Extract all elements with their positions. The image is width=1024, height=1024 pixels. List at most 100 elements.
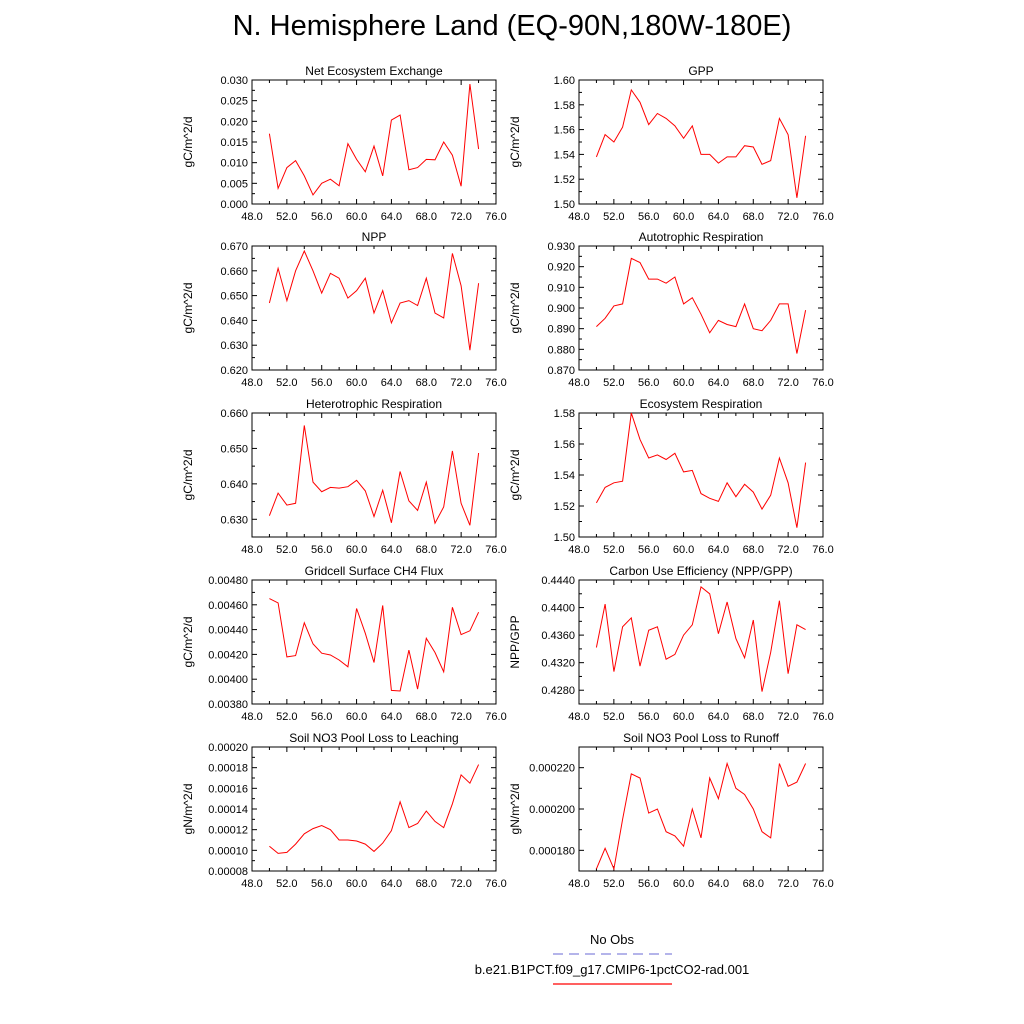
panel-ecosystem-respiration-ytick-label: 1.50 bbox=[554, 532, 575, 544]
panel-npp-series-line bbox=[268, 249, 480, 351]
panel-autotrophic-respiration-ytick-label: 0.910 bbox=[547, 282, 575, 294]
legend-label-model: b.e21.B1PCT.f09_g17.CMIP6-1pctCO2-rad.00… bbox=[474, 962, 750, 977]
page-title: N. Hemisphere Land (EQ-90N,180W-180E) bbox=[232, 10, 792, 42]
panel-carbon-use-efficiency-npp-gpp-ylabel: NPP/GPP bbox=[508, 615, 522, 668]
panel-gridcell-surface-ch4-flux-ytick-label: 0.00440 bbox=[208, 625, 248, 637]
panel-carbon-use-efficiency-npp-gpp-xtick-label: 72.0 bbox=[777, 711, 798, 723]
panel-gpp-ytick-label: 1.54 bbox=[554, 149, 575, 161]
panel-autotrophic-respiration-xtick-label: 60.0 bbox=[673, 377, 694, 389]
panel-soil-no3-pool-loss-to-leaching-ytick-label: 0.00008 bbox=[208, 866, 248, 878]
panel-ecosystem-respiration-xtick-label: 68.0 bbox=[743, 544, 764, 556]
panel-npp-xtick-label: 60.0 bbox=[346, 377, 367, 389]
panel-gpp-ytick-label: 1.50 bbox=[554, 199, 575, 211]
panel-npp-ytick-label: 0.670 bbox=[220, 241, 248, 253]
panel-autotrophic-respiration-ytick-label: 0.900 bbox=[547, 303, 575, 315]
panel-gridcell-surface-ch4-flux-ytick-label: 0.00380 bbox=[208, 699, 248, 711]
panel-soil-no3-pool-loss-to-leaching-xtick-label: 72.0 bbox=[450, 878, 471, 890]
panel-gpp-title: GPP bbox=[688, 64, 713, 78]
panel-gpp-xtick-label: 48.0 bbox=[568, 211, 589, 223]
panel-autotrophic-respiration-ytick-label: 0.870 bbox=[547, 365, 575, 377]
panel-npp-xtick-label: 76.0 bbox=[485, 377, 506, 389]
panel-carbon-use-efficiency-npp-gpp-xtick-label: 48.0 bbox=[568, 711, 589, 723]
panel-ecosystem-respiration-xtick-label: 76.0 bbox=[812, 544, 833, 556]
panel-soil-no3-pool-loss-to-leaching: Soil NO3 Pool Loss to Leaching gN/m^2/d 48… bbox=[181, 731, 507, 890]
panel-soil-no3-pool-loss-to-leaching-ytick-label: 0.00012 bbox=[208, 825, 248, 837]
panel-soil-no3-pool-loss-to-runoff-series-line bbox=[595, 761, 807, 871]
panel-autotrophic-respiration-ytick-label: 0.890 bbox=[547, 324, 575, 336]
panel-heterotrophic-respiration-xtick-label: 60.0 bbox=[346, 544, 367, 556]
panel-gridcell-surface-ch4-flux-series-line bbox=[269, 598, 480, 692]
panel-ecosystem-respiration-ytick-label: 1.54 bbox=[554, 470, 575, 482]
panel-net-ecosystem-exchange-ytick-label: 0.020 bbox=[220, 116, 248, 128]
panel-gridcell-surface-ch4-flux-ylabel: gC/m^2/d bbox=[181, 617, 195, 668]
panel-soil-no3-pool-loss-to-leaching-title: Soil NO3 Pool Loss to Leaching bbox=[289, 731, 458, 745]
panel-soil-no3-pool-loss-to-runoff-xtick-label: 56.0 bbox=[638, 878, 659, 890]
panel-npp-ytick-label: 0.620 bbox=[220, 365, 248, 377]
panel-ecosystem-respiration-ylabel: gC/m^2/d bbox=[508, 450, 522, 501]
panel-autotrophic-respiration-title: Autotrophic Respiration bbox=[639, 230, 764, 244]
legend-label-obs: No Obs bbox=[589, 932, 635, 947]
panel-soil-no3-pool-loss-to-runoff-ytick-label: 0.000220 bbox=[529, 763, 575, 775]
panel-heterotrophic-respiration-xtick-label: 48.0 bbox=[241, 544, 262, 556]
panel-carbon-use-efficiency-npp-gpp-xtick-label: 64.0 bbox=[708, 711, 729, 723]
panel-soil-no3-pool-loss-to-leaching-xtick-label: 68.0 bbox=[416, 878, 437, 890]
panel-autotrophic-respiration-ytick-label: 0.930 bbox=[547, 241, 575, 253]
panel-gridcell-surface-ch4-flux-xtick-label: 76.0 bbox=[485, 711, 506, 723]
panel-npp-xtick-label: 72.0 bbox=[450, 377, 471, 389]
panel-heterotrophic-respiration-xtick-label: 64.0 bbox=[381, 544, 402, 556]
panel-net-ecosystem-exchange-xtick-label: 52.0 bbox=[276, 211, 297, 223]
panel-net-ecosystem-exchange-ytick-label: 0.000 bbox=[220, 199, 248, 211]
panel-soil-no3-pool-loss-to-leaching-ytick-label: 0.00014 bbox=[208, 804, 248, 816]
panel-carbon-use-efficiency-npp-gpp-xtick-label: 60.0 bbox=[673, 711, 694, 723]
panel-autotrophic-respiration-xtick-label: 72.0 bbox=[777, 377, 798, 389]
panel-gridcell-surface-ch4-flux-xtick-label: 48.0 bbox=[241, 711, 262, 723]
panel-gpp-ylabel: gC/m^2/d bbox=[508, 117, 522, 168]
panel-heterotrophic-respiration-ylabel: gC/m^2/d bbox=[181, 450, 195, 501]
panel-gpp-xtick-label: 64.0 bbox=[708, 211, 729, 223]
panel-soil-no3-pool-loss-to-runoff-xtick-label: 60.0 bbox=[673, 878, 694, 890]
panel-soil-no3-pool-loss-to-runoff-ylabel: gN/m^2/d bbox=[508, 784, 522, 835]
panel-carbon-use-efficiency-npp-gpp-ytick-label: 0.4320 bbox=[541, 658, 575, 670]
panel-net-ecosystem-exchange-ytick-label: 0.010 bbox=[220, 158, 248, 170]
panel-autotrophic-respiration-xtick-label: 68.0 bbox=[743, 377, 764, 389]
panel-npp-xtick-label: 52.0 bbox=[276, 377, 297, 389]
panel-ecosystem-respiration-xtick-label: 52.0 bbox=[603, 544, 624, 556]
panel-npp-xtick-label: 68.0 bbox=[416, 377, 437, 389]
panel-net-ecosystem-exchange-xtick-label: 68.0 bbox=[416, 211, 437, 223]
panel-soil-no3-pool-loss-to-runoff-xtick-label: 68.0 bbox=[743, 878, 764, 890]
panel-net-ecosystem-exchange-xtick-label: 76.0 bbox=[485, 211, 506, 223]
panel-soil-no3-pool-loss-to-runoff-ytick-label: 0.000200 bbox=[529, 804, 575, 816]
panel-ecosystem-respiration-ytick-label: 1.58 bbox=[554, 408, 575, 420]
panel-npp-xtick-label: 48.0 bbox=[241, 377, 262, 389]
panel-gridcell-surface-ch4-flux-ytick-label: 0.00480 bbox=[208, 575, 248, 587]
panel-gridcell-surface-ch4-flux-xtick-label: 52.0 bbox=[276, 711, 297, 723]
panel-ecosystem-respiration-xtick-label: 72.0 bbox=[777, 544, 798, 556]
panel-gridcell-surface-ch4-flux-xtick-label: 72.0 bbox=[450, 711, 471, 723]
panel-net-ecosystem-exchange-xtick-label: 64.0 bbox=[381, 211, 402, 223]
panel-ecosystem-respiration-ytick-label: 1.56 bbox=[554, 439, 575, 451]
panel-npp-ytick-label: 0.660 bbox=[220, 266, 248, 278]
panel-net-ecosystem-exchange-xtick-label: 56.0 bbox=[311, 211, 332, 223]
panel-heterotrophic-respiration-xtick-label: 72.0 bbox=[450, 544, 471, 556]
panel-heterotrophic-respiration-xtick-label: 56.0 bbox=[311, 544, 332, 556]
panel-net-ecosystem-exchange-xtick-label: 60.0 bbox=[346, 211, 367, 223]
panel-ecosystem-respiration: Ecosystem Respiration gC/m^2/d 48.0 52.0 56.… bbox=[508, 397, 834, 556]
panel-heterotrophic-respiration-ytick-label: 0.650 bbox=[220, 443, 248, 455]
panel-ecosystem-respiration-xtick-label: 56.0 bbox=[638, 544, 659, 556]
panel-carbon-use-efficiency-npp-gpp-xtick-label: 76.0 bbox=[812, 711, 833, 723]
panel-heterotrophic-respiration-ytick-label: 0.640 bbox=[220, 479, 248, 491]
panel-heterotrophic-respiration-ytick-label: 0.630 bbox=[220, 514, 248, 526]
panel-heterotrophic-respiration-title: Heterotrophic Respiration bbox=[306, 397, 442, 411]
panel-heterotrophic-respiration-series-line bbox=[268, 425, 480, 526]
panel-npp-xtick-label: 56.0 bbox=[311, 377, 332, 389]
panel-net-ecosystem-exchange: Net Ecosystem Exchange gC/m^2/d 48.0 52.0 56… bbox=[181, 64, 507, 223]
panel-carbon-use-efficiency-npp-gpp-ytick-label: 0.4440 bbox=[541, 575, 575, 587]
panel-soil-no3-pool-loss-to-leaching-xtick-label: 64.0 bbox=[381, 878, 402, 890]
panel-soil-no3-pool-loss-to-runoff-title: Soil NO3 Pool Loss to Runoff bbox=[623, 731, 780, 745]
panel-soil-no3-pool-loss-to-leaching-xtick-label: 52.0 bbox=[276, 878, 297, 890]
panel-net-ecosystem-exchange-xtick-label: 72.0 bbox=[450, 211, 471, 223]
panel-npp-ytick-label: 0.640 bbox=[220, 315, 248, 327]
panel-carbon-use-efficiency-npp-gpp-title: Carbon Use Efficiency (NPP/GPP) bbox=[609, 564, 792, 578]
panel-net-ecosystem-exchange-series-line bbox=[268, 84, 480, 196]
panel-gpp-ytick-label: 1.56 bbox=[554, 125, 575, 137]
